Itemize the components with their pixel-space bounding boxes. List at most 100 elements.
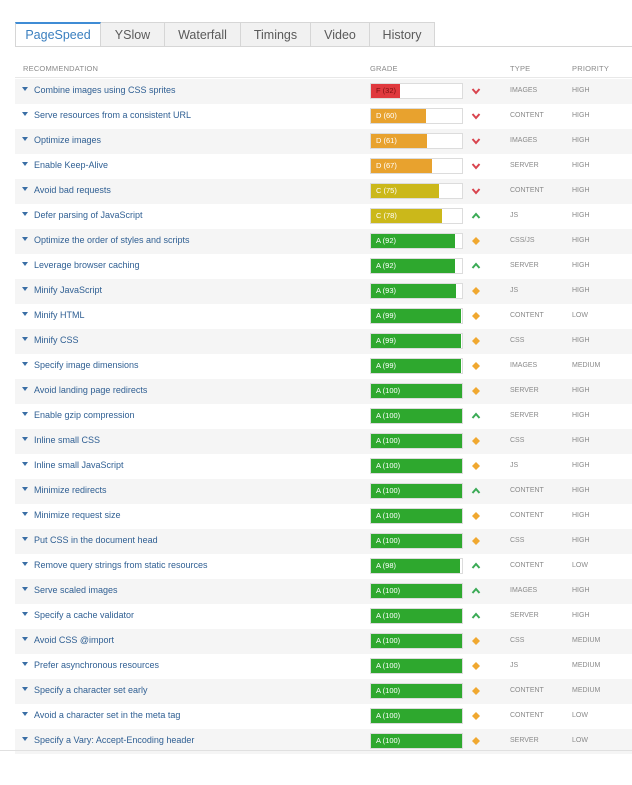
grade-bar: A (92) (370, 233, 463, 249)
recommendation-link[interactable]: Serve scaled images (34, 585, 118, 595)
trend-neutral-icon (472, 462, 480, 470)
expand-caret-icon[interactable] (22, 612, 28, 616)
table-row[interactable]: Enable Keep-Alive D (67) SERVER HIGH (15, 154, 632, 179)
expand-caret-icon[interactable] (22, 237, 28, 241)
report-tabs: PageSpeed YSlow Waterfall Timings Video … (15, 22, 435, 47)
expand-caret-icon[interactable] (22, 362, 28, 366)
header-grade[interactable]: GRADE (370, 64, 398, 73)
tab-video[interactable]: Video (311, 22, 370, 47)
table-row[interactable]: Combine images using CSS sprites F (32) IM… (15, 79, 632, 104)
recommendation-link[interactable]: Minify JavaScript (34, 285, 103, 295)
table-row[interactable]: Avoid CSS @import A (100) CSS MEDIUM (15, 629, 632, 654)
header-priority[interactable]: PRIORITY (572, 64, 610, 73)
recommendation-link[interactable]: Enable gzip compression (34, 410, 135, 420)
table-row[interactable]: Specify a character set early A (100) CONT… (15, 679, 632, 704)
table-row[interactable]: Minimize redirects A (100) CONTENT HIGH (15, 479, 632, 504)
expand-caret-icon[interactable] (22, 312, 28, 316)
expand-caret-icon[interactable] (22, 487, 28, 491)
grade-fill (371, 434, 462, 448)
table-row[interactable]: Minify JavaScript A (93) JS HIGH (15, 279, 632, 304)
expand-caret-icon[interactable] (22, 637, 28, 641)
expand-caret-icon[interactable] (22, 387, 28, 391)
tab-yslow[interactable]: YSlow (101, 22, 165, 47)
table-row[interactable]: Minimize request size A (100) CONTENT HIGH (15, 504, 632, 529)
expand-caret-icon[interactable] (22, 587, 28, 591)
table-row[interactable]: Optimize the order of styles and scripts… (15, 229, 632, 254)
expand-caret-icon[interactable] (22, 562, 28, 566)
recommendation-link[interactable]: Enable Keep-Alive (34, 160, 109, 170)
recommendation-link[interactable]: Specify a character set early (34, 685, 148, 695)
expand-caret-icon[interactable] (22, 462, 28, 466)
table-row[interactable]: Inline small JavaScript A (100) JS HIGH (15, 454, 632, 479)
grade-bar: D (60) (370, 108, 463, 124)
table-row[interactable]: Specify a Vary: Accept-Encoding header A … (15, 729, 632, 754)
expand-caret-icon[interactable] (22, 287, 28, 291)
table-row[interactable]: Specify a cache validator A (100) SERVER HI… (15, 604, 632, 629)
table-row[interactable]: Remove query strings from static resourc… (15, 554, 632, 579)
expand-caret-icon[interactable] (22, 87, 28, 91)
recommendation-link[interactable]: Avoid a character set in the meta tag (34, 710, 181, 720)
header-recommendation[interactable]: RECOMMENDATION (23, 64, 99, 73)
expand-caret-icon[interactable] (22, 412, 28, 416)
table-row[interactable]: Minify CSS A (99) CSS HIGH (15, 329, 632, 354)
expand-caret-icon[interactable] (22, 687, 28, 691)
table-row[interactable]: Serve resources from a consistent URL D (… (15, 104, 632, 129)
table-row[interactable]: Avoid bad requests C (75) CONTENT HIGH (15, 179, 632, 204)
expand-caret-icon[interactable] (22, 337, 28, 341)
recommendation-link[interactable]: Optimize images (34, 135, 102, 145)
table-row[interactable]: Avoid a character set in the meta tag A (… (15, 704, 632, 729)
table-row[interactable]: Put CSS in the document head A (100) CSS HI… (15, 529, 632, 554)
recommendation-link[interactable]: Optimize the order of styles and scripts (34, 235, 190, 245)
recommendation-link[interactable]: Avoid CSS @import (34, 635, 114, 645)
expand-caret-icon[interactable] (22, 512, 28, 516)
recommendation-link[interactable]: Remove query strings from static resourc… (34, 560, 208, 570)
recommendation-link[interactable]: Serve resources from a consistent URL (34, 110, 192, 120)
table-row[interactable]: Avoid landing page redirects A (100) SERVE… (15, 379, 632, 404)
recommendation-link[interactable]: Combine images using CSS sprites (34, 85, 176, 95)
table-row[interactable]: Optimize images D (61) IMAGES HIGH (15, 129, 632, 154)
expand-caret-icon[interactable] (22, 212, 28, 216)
table-row[interactable]: Defer parsing of JavaScript C (78) JS HIGH (15, 204, 632, 229)
expand-caret-icon[interactable] (22, 262, 28, 266)
expand-caret-icon[interactable] (22, 437, 28, 441)
recommendation-link[interactable]: Minimize redirects (34, 485, 107, 495)
expand-caret-icon[interactable] (22, 162, 28, 166)
grade-label: A (100) (376, 686, 401, 695)
priority-label: HIGH (572, 412, 590, 419)
recommendation-link[interactable]: Leverage browser caching (34, 260, 140, 270)
table-row[interactable]: Inline small CSS A (100) CSS HIGH (15, 429, 632, 454)
expand-caret-icon[interactable] (22, 187, 28, 191)
recommendation-link[interactable]: Defer parsing of JavaScript (34, 210, 143, 220)
recommendation-link[interactable]: Minify HTML (34, 310, 85, 320)
tab-timings[interactable]: Timings (241, 22, 311, 47)
expand-caret-icon[interactable] (22, 137, 28, 141)
tab-history[interactable]: History (370, 22, 435, 47)
grade-bar: A (99) (370, 308, 463, 324)
recommendation-link[interactable]: Avoid landing page redirects (34, 385, 148, 395)
recommendation-link[interactable]: Inline small JavaScript (34, 460, 124, 470)
recommendation-link[interactable]: Specify a cache validator (34, 610, 135, 620)
recommendation-link[interactable]: Specify a Vary: Accept-Encoding header (34, 735, 195, 745)
table-row[interactable]: Minify HTML A (99) CONTENT LOW (15, 304, 632, 329)
expand-caret-icon[interactable] (22, 712, 28, 716)
recommendation-link[interactable]: Specify image dimensions (34, 360, 139, 370)
tab-waterfall[interactable]: Waterfall (165, 22, 241, 47)
table-row[interactable]: Enable gzip compression A (100) SERVER HIGH (15, 404, 632, 429)
recommendation-link[interactable]: Put CSS in the document head (34, 535, 158, 545)
type-label: IMAGES (510, 87, 538, 94)
table-row[interactable]: Leverage browser caching A (92) SERVER HIGH (15, 254, 632, 279)
expand-caret-icon[interactable] (22, 737, 28, 741)
recommendation-link[interactable]: Avoid bad requests (34, 185, 111, 195)
recommendation-link[interactable]: Minimize request size (34, 510, 121, 520)
expand-caret-icon[interactable] (22, 112, 28, 116)
table-row[interactable]: Serve scaled images A (100) IMAGES HIGH (15, 579, 632, 604)
tab-pagespeed[interactable]: PageSpeed (15, 22, 101, 47)
table-row[interactable]: Prefer asynchronous resources A (100) JS ME… (15, 654, 632, 679)
expand-caret-icon[interactable] (22, 662, 28, 666)
expand-caret-icon[interactable] (22, 537, 28, 541)
recommendation-link[interactable]: Minify CSS (34, 335, 79, 345)
header-type[interactable]: TYPE (510, 64, 531, 73)
table-row[interactable]: Specify image dimensions A (99) IMAGES MEDI… (15, 354, 632, 379)
recommendation-link[interactable]: Inline small CSS (34, 435, 101, 445)
recommendation-link[interactable]: Prefer asynchronous resources (34, 660, 160, 670)
